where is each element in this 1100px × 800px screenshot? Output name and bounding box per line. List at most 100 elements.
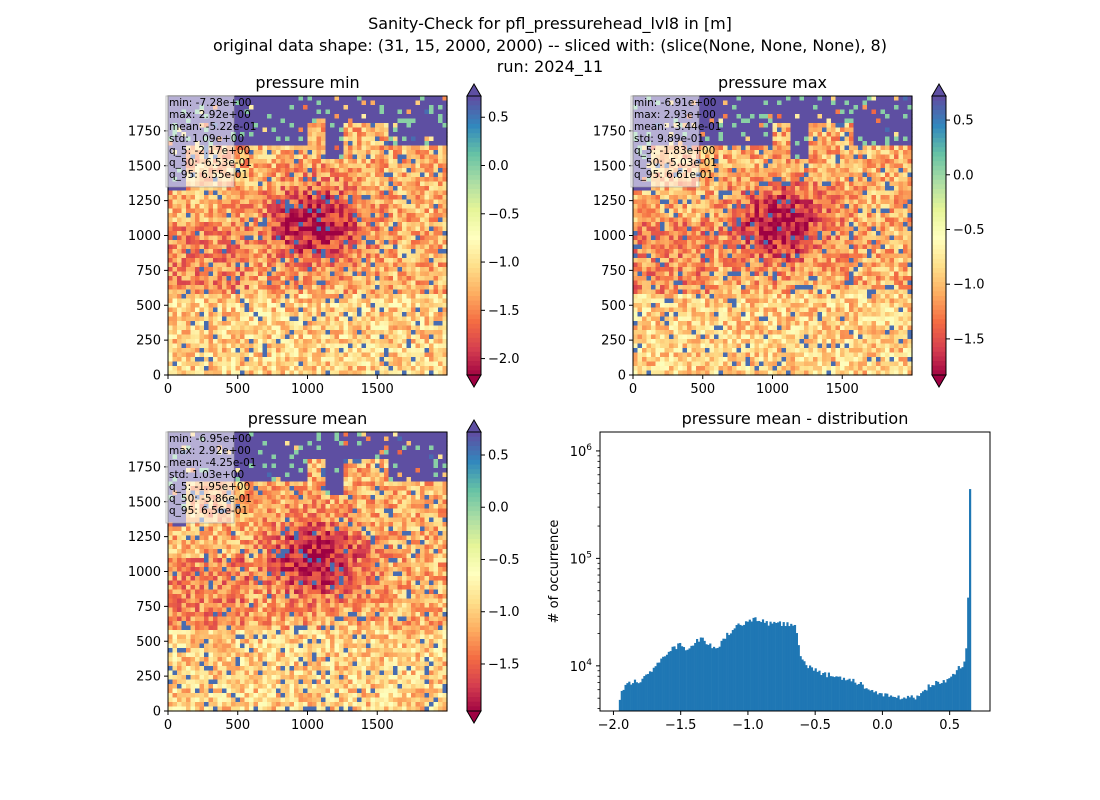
histogram-bar bbox=[667, 651, 670, 711]
histogram-bar bbox=[950, 676, 953, 711]
histogram-bar bbox=[946, 679, 949, 711]
y-tick-label: 1250 bbox=[128, 194, 161, 209]
stats-line: min: -7.28e+00 bbox=[169, 97, 251, 109]
x-tick-label: 0 bbox=[164, 718, 172, 733]
histogram-bar bbox=[645, 674, 648, 711]
y-tick-label: 250 bbox=[136, 670, 161, 685]
histogram-bar bbox=[763, 622, 766, 711]
histogram-bar bbox=[705, 644, 708, 711]
y-tick-label: 1500 bbox=[593, 159, 626, 174]
histogram-bar bbox=[739, 624, 742, 711]
x-tick-label: −2.0 bbox=[598, 718, 630, 733]
y-tick-label: 1750 bbox=[593, 124, 626, 139]
histogram-bar bbox=[648, 671, 652, 711]
x-tick-label: 0 bbox=[629, 382, 637, 397]
histogram-bar bbox=[677, 643, 680, 711]
histogram-bar bbox=[825, 677, 829, 711]
colorbar-tick-label: −0.5 bbox=[488, 553, 520, 568]
panel-title: pressure min bbox=[255, 73, 359, 92]
y-tick-label: 1750 bbox=[128, 124, 161, 139]
y-tick-label: 1000 bbox=[128, 229, 161, 244]
x-tick-label: 0 bbox=[164, 382, 172, 397]
y-tick-label: 1250 bbox=[128, 530, 161, 545]
histogram-bar bbox=[760, 622, 763, 711]
stats-line: std: 1.03e+00 bbox=[169, 469, 244, 481]
x-tick-label: 500 bbox=[690, 382, 715, 397]
colorbar-tick-label: 0.5 bbox=[488, 448, 509, 463]
histogram-bar bbox=[810, 667, 814, 711]
histogram-bar bbox=[741, 625, 744, 711]
stats-line: mean: -4.25e-01 bbox=[169, 457, 256, 469]
histogram-bar bbox=[861, 684, 864, 711]
histogram-bar bbox=[871, 689, 874, 711]
y-tick-label: 1750 bbox=[128, 460, 161, 475]
histogram-bar bbox=[833, 677, 836, 711]
histogram-bar bbox=[959, 668, 962, 711]
heatmap-field bbox=[168, 432, 448, 712]
histogram-bar bbox=[620, 690, 623, 711]
histogram-bar bbox=[746, 621, 750, 711]
colorbar-tick-label: −1.0 bbox=[488, 605, 520, 620]
y-tick-label: 250 bbox=[136, 334, 161, 349]
histogram-bar bbox=[780, 625, 783, 711]
colorbar-extend-top bbox=[466, 419, 482, 433]
histogram-bar bbox=[790, 623, 793, 711]
histogram-bar bbox=[671, 646, 674, 711]
y-tick-label: 250 bbox=[601, 334, 626, 349]
colorbar-tick-label: 0.5 bbox=[953, 114, 974, 129]
histogram-bar bbox=[897, 695, 900, 711]
histogram-bar bbox=[869, 690, 872, 711]
histogram-bar bbox=[937, 681, 940, 711]
stats-line: max: 2.92e+00 bbox=[169, 445, 251, 457]
histogram-bar bbox=[680, 646, 684, 711]
histogram-bar bbox=[688, 648, 691, 711]
histogram-bar bbox=[696, 638, 699, 711]
histogram-bar bbox=[788, 626, 791, 711]
histogram-bar bbox=[679, 642, 682, 711]
stats-line: std: 1.09e+00 bbox=[169, 133, 244, 145]
histogram-bar bbox=[918, 696, 921, 711]
histogram-bar bbox=[844, 680, 847, 711]
histogram-bar bbox=[822, 672, 825, 711]
stats-line: q_5: -2.17e+00 bbox=[169, 145, 250, 157]
histogram-bar bbox=[967, 597, 970, 711]
histogram-bar bbox=[699, 637, 702, 711]
histogram-bar bbox=[920, 693, 923, 711]
y-tick-label: 0 bbox=[618, 369, 626, 384]
histogram-bar bbox=[692, 645, 695, 711]
x-tick-label: 1000 bbox=[291, 718, 324, 733]
y-tick-label: 106 bbox=[570, 443, 593, 460]
histogram-bar bbox=[660, 658, 663, 711]
histogram-bar bbox=[776, 622, 780, 711]
heatmap-panel-3: pressure mean 0 500 1000 1500 0 250 500 750 1000 1… bbox=[128, 409, 520, 733]
histogram-bar bbox=[714, 648, 718, 711]
histogram-bar bbox=[690, 645, 693, 711]
histogram-bar bbox=[893, 696, 896, 711]
histogram-bar bbox=[963, 661, 966, 711]
histogram-bar bbox=[694, 642, 697, 711]
colorbar-extend-bottom bbox=[466, 374, 482, 388]
colorbar-tick-label: −1.5 bbox=[953, 332, 985, 347]
histogram-bar bbox=[652, 667, 655, 711]
y-tick-label: 500 bbox=[601, 299, 626, 314]
histogram-bar bbox=[957, 666, 960, 711]
histogram-bar bbox=[886, 693, 889, 711]
histogram-bar bbox=[935, 680, 938, 711]
y-tick-label: 500 bbox=[136, 299, 161, 314]
y-tick-label: 1500 bbox=[128, 159, 161, 174]
histogram-bar bbox=[840, 679, 844, 711]
histogram-bar bbox=[643, 676, 646, 711]
histogram-bar bbox=[720, 640, 723, 711]
y-tick-label: 750 bbox=[136, 600, 161, 615]
histogram-bar bbox=[799, 656, 802, 711]
colorbar-extend-bottom bbox=[466, 710, 482, 724]
histogram-bar bbox=[637, 683, 640, 711]
colorbar-tick-label: 0.0 bbox=[953, 168, 974, 183]
histogram-bar bbox=[880, 693, 883, 711]
histogram-bar bbox=[775, 622, 778, 711]
histogram-bar bbox=[718, 646, 721, 711]
histogram-bar bbox=[665, 654, 669, 711]
histogram-bar bbox=[952, 673, 955, 711]
stats-line: min: -6.95e+00 bbox=[169, 433, 251, 445]
x-tick-label: 1500 bbox=[361, 718, 394, 733]
